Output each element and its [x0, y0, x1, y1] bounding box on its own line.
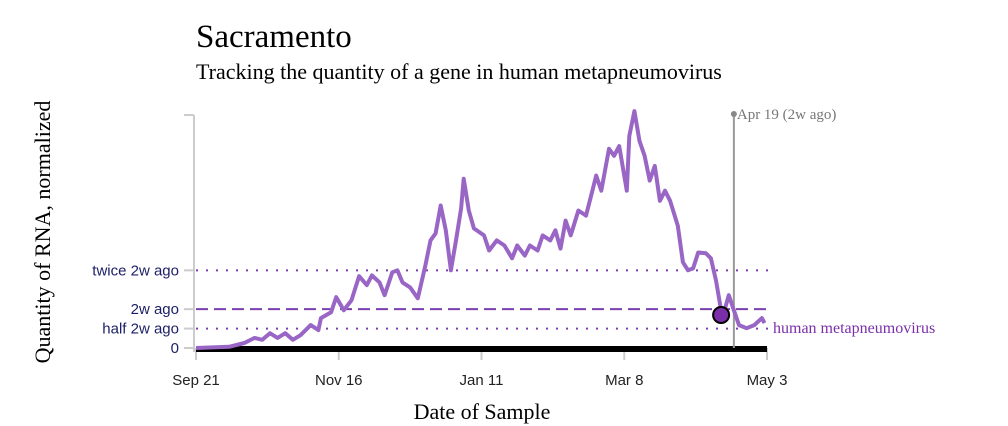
chart-subtitle: Tracking the quantity of a gene in human…	[196, 59, 722, 84]
marker-label: Apr 19 (2w ago)	[737, 107, 837, 123]
x-tick-label: Mar 8	[605, 372, 643, 389]
y-tick-label: half 2w ago	[102, 321, 179, 338]
x-axis-label: Date of Sample	[414, 399, 551, 424]
marker-dot	[730, 111, 737, 117]
highlight-point[interactable]	[712, 305, 731, 324]
y-axis-label: Quantity of RNA, normalized	[30, 101, 55, 364]
y-tick-label: 2w ago	[131, 301, 179, 318]
series-line-human-metapneumovirus	[195, 109, 767, 350]
chart-title: Sacramento	[196, 19, 352, 55]
x-tick-label: Sep 21	[172, 372, 220, 389]
x-tick-label: Jan 11	[460, 372, 504, 389]
y-tick-label: 0	[171, 340, 179, 357]
series-label: human metapneumovirus	[773, 320, 935, 337]
x-tick-label: May 3	[747, 372, 788, 389]
x-tick-label: Nov 16	[315, 372, 363, 389]
y-tick-label: twice 2w ago	[92, 262, 179, 279]
